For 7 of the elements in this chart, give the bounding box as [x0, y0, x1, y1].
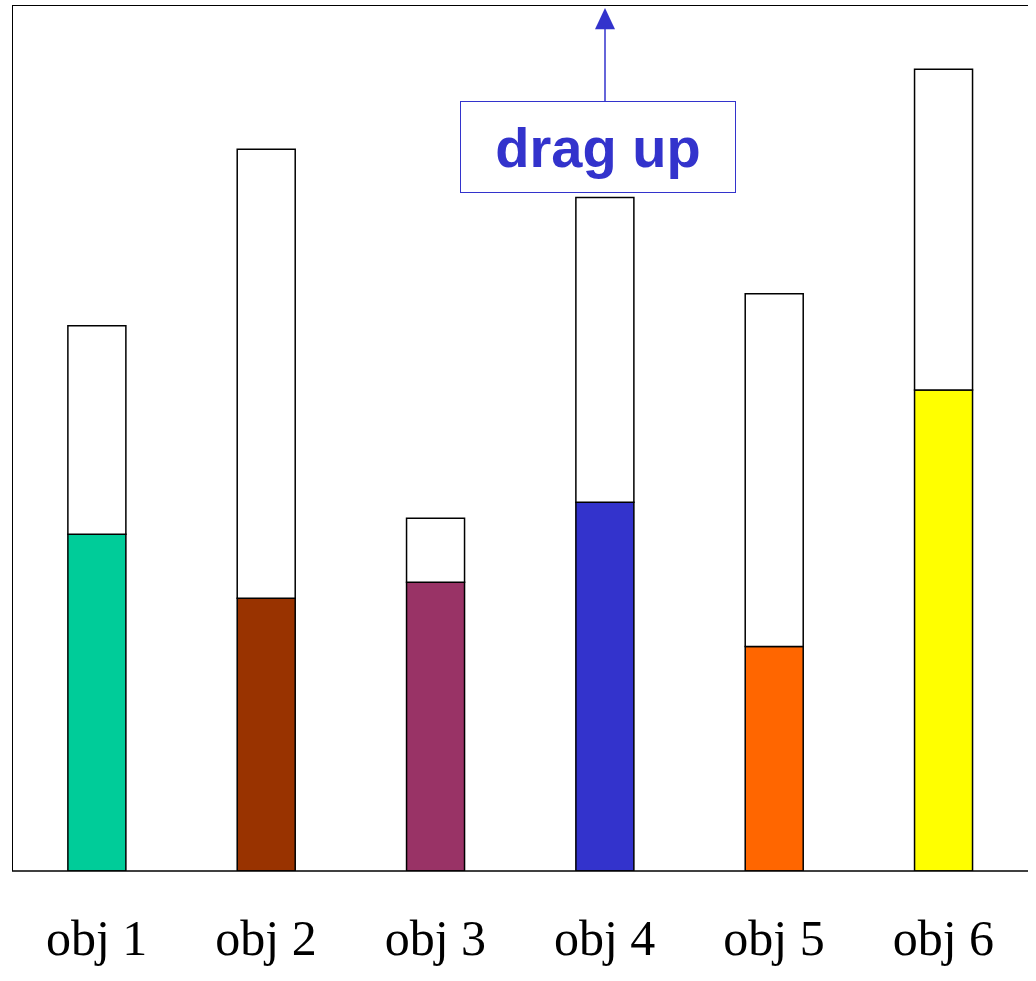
x-tick-label: obj 3 [384, 909, 487, 966]
x-tick-label: obj 1 [45, 909, 148, 966]
x-tick-label: obj 2 [215, 909, 317, 966]
x-tick-label: obj 4 [553, 909, 656, 966]
x-tick-label: obj 6 [892, 909, 995, 966]
x-tick-label: obj 5 [723, 909, 825, 966]
annotation: drag up [460, 101, 736, 193]
